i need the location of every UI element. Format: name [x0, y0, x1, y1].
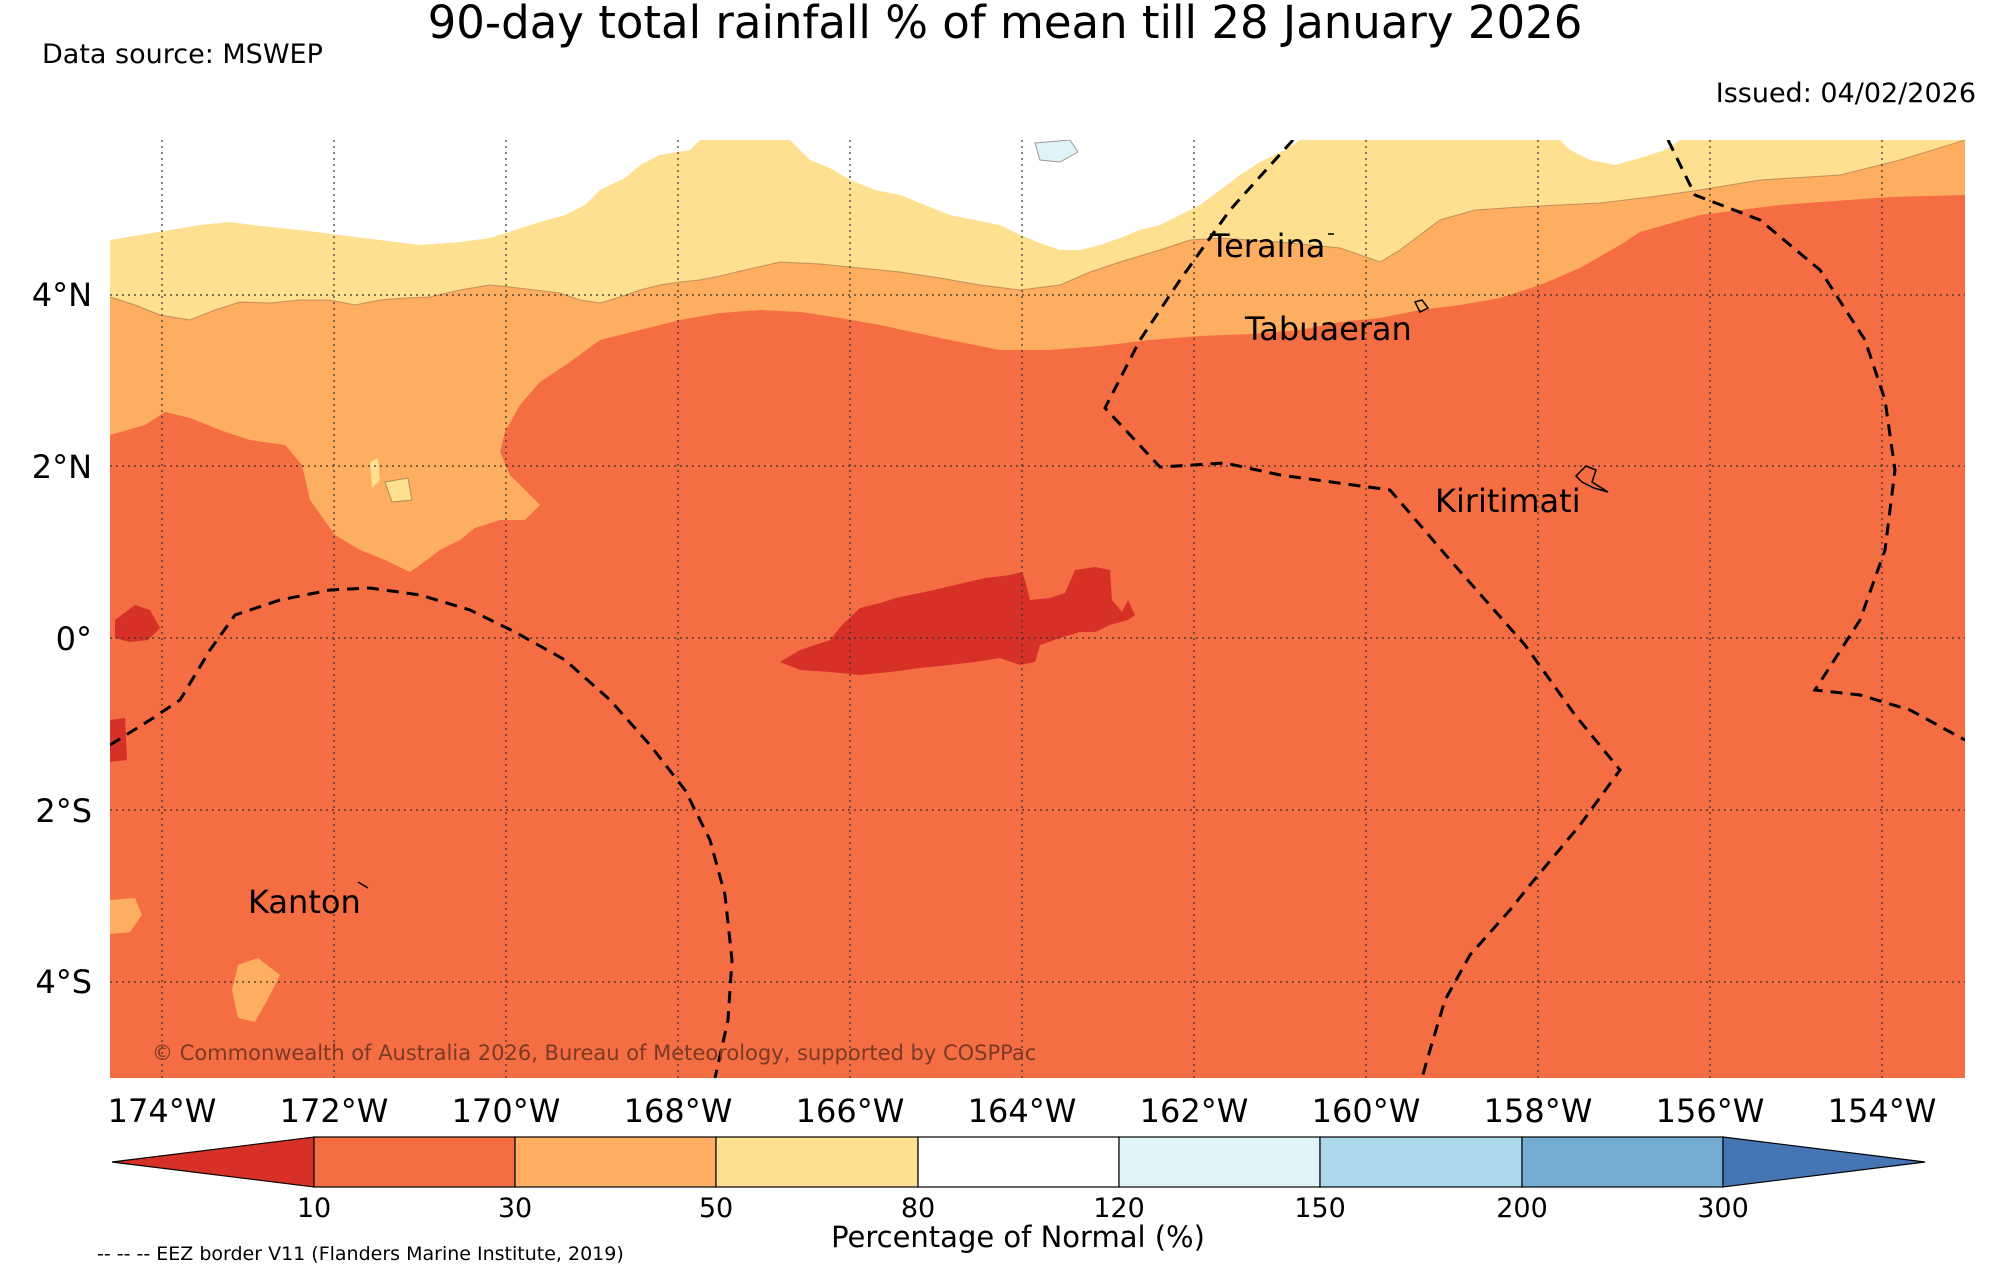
colorbar-tick: 80: [901, 1193, 935, 1224]
region-50-80-patch: [384, 477, 413, 503]
island-kiritimati: [1574, 465, 1609, 493]
region-80-120-north: [110, 140, 1680, 250]
chart-title: 90-day total rainfall % of mean till 28 …: [428, 0, 1583, 49]
lon-label: 156°W: [1656, 1092, 1765, 1130]
colorbar-tick: 120: [1093, 1193, 1145, 1224]
island-tabuaeran: [1413, 299, 1430, 314]
colorbar-segment-10-30: [313, 1136, 516, 1188]
lon-label: 162°W: [1140, 1092, 1249, 1130]
colorbar-segment-below-10: [111, 1136, 315, 1188]
lat-axis: 4°N 2°N 0° 2°S 4°S: [32, 276, 92, 1001]
eez-border-kanton: [110, 586, 734, 1078]
colorbar-tick: 200: [1496, 1193, 1548, 1224]
colorbar-segment-150-200: [1319, 1136, 1523, 1188]
lon-label: 160°W: [1312, 1092, 1421, 1130]
lon-label: 168°W: [624, 1092, 733, 1130]
lat-label: 0°: [56, 620, 92, 658]
lat-label: 4°N: [32, 276, 92, 314]
region-below-10-central: [780, 567, 1135, 675]
region-below-10-west: [115, 605, 160, 642]
eez-border-kiritimati: [1666, 140, 1965, 742]
issued-date: Issued: 04/02/2026: [1716, 78, 1976, 109]
region-120-150: [1034, 140, 1079, 163]
colorbar-tick: 300: [1697, 1193, 1749, 1224]
colorbar-segment-200-300: [1521, 1136, 1724, 1188]
eez-borders: [110, 140, 1965, 1078]
place-kiritimati: Kiritimati: [1435, 482, 1581, 520]
region-30-50-kanton: [110, 898, 142, 934]
colorbar-segment-30-50: [514, 1136, 717, 1188]
region-30-50-south: [232, 958, 280, 1022]
colorbar-label: Percentage of Normal (%): [831, 1220, 1205, 1254]
colorbar-tick: 150: [1294, 1193, 1346, 1224]
lat-label: 4°S: [35, 963, 92, 1001]
data-source: Data source: MSWEP: [42, 39, 323, 70]
eez-border-teraina: [1103, 140, 1622, 1078]
lon-label: 172°W: [280, 1092, 389, 1130]
island-kanton: [357, 881, 369, 889]
lat-label: 2°S: [35, 792, 92, 830]
copyright-notice: © Commonwealth of Australia 2026, Bureau…: [152, 1041, 1036, 1065]
lon-label: 164°W: [968, 1092, 1077, 1130]
lon-label: 158°W: [1484, 1092, 1593, 1130]
region-50-80-patch2: [370, 458, 380, 488]
colorbar-segment-above-300: [1722, 1136, 1926, 1188]
lon-label: 154°W: [1828, 1092, 1937, 1130]
colorbar-segment-80-120: [917, 1136, 1120, 1188]
place-teraina: Teraina: [1209, 227, 1325, 265]
colorbar-segment-50-80: [715, 1136, 919, 1188]
lon-label: 166°W: [796, 1092, 905, 1130]
map-panel: [110, 140, 1965, 1078]
colorbar: [111, 1136, 1926, 1188]
lon-label: 170°W: [452, 1092, 561, 1130]
place-kanton: Kanton: [248, 883, 361, 921]
colorbar-tick: 10: [297, 1193, 331, 1224]
contour-outline: [110, 140, 1965, 321]
colorbar-ticks: 10 30 50 80 120 150 200 300: [297, 1193, 1749, 1224]
colorbar-segment-120-150: [1118, 1136, 1321, 1188]
island-outlines: [357, 233, 1609, 889]
lon-axis: 174°W 172°W 170°W 168°W 166°W 164°W 162°…: [108, 1092, 1937, 1130]
gridlines: [110, 140, 1965, 1078]
lon-label: 174°W: [108, 1092, 217, 1130]
eez-border-note: -- -- -- EEZ border V11 (Flanders Marine…: [97, 1243, 624, 1265]
place-tabuaeran: Tabuaeran: [1244, 310, 1412, 348]
lat-label: 2°N: [32, 448, 92, 486]
colorbar-tick: 50: [699, 1193, 733, 1224]
colorbar-tick: 30: [498, 1193, 532, 1224]
